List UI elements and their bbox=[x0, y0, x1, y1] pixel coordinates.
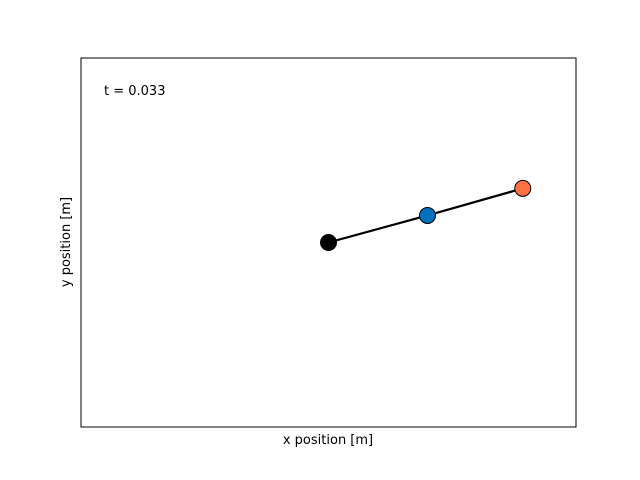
pivot-point bbox=[320, 234, 337, 251]
annotation-time: t = 0.033 bbox=[104, 84, 165, 99]
x-axis-label: x position [m] bbox=[283, 433, 373, 448]
pendulum-link-2 bbox=[426, 187, 524, 217]
pendulum-link-1 bbox=[327, 214, 429, 244]
y-axis-label: y position [m] bbox=[59, 197, 74, 287]
chart-marks bbox=[320, 179, 532, 251]
pendulum-mass-2 bbox=[514, 179, 532, 197]
pendulum-mass-1 bbox=[419, 206, 436, 224]
